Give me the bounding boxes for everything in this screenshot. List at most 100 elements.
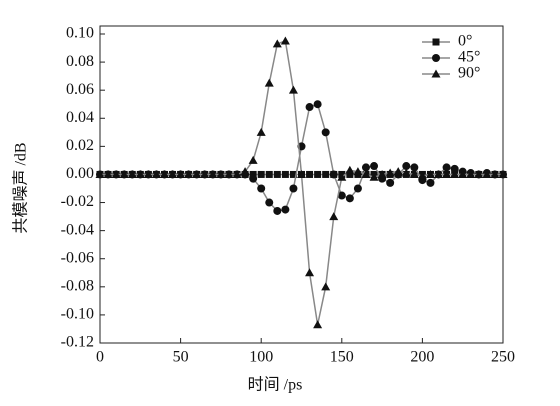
legend-label: 90° — [458, 65, 480, 82]
data-point — [426, 178, 435, 187]
data-point — [393, 167, 403, 176]
data-point — [385, 168, 395, 177]
data-point — [305, 268, 315, 277]
data-point — [224, 169, 234, 178]
data-point — [322, 170, 330, 178]
x-tick-label: 50 — [173, 349, 189, 366]
data-point — [450, 169, 460, 178]
y-tick-label: 0.00 — [66, 165, 94, 182]
data-point — [369, 172, 379, 181]
data-point — [345, 194, 354, 203]
y-tick-label: 0.06 — [66, 81, 94, 98]
data-point — [95, 169, 105, 178]
data-point — [386, 178, 395, 187]
data-point — [280, 36, 290, 45]
data-point — [265, 198, 274, 207]
data-point — [249, 174, 258, 183]
y-tick-label: -0.12 — [61, 334, 94, 351]
series-line — [100, 40, 503, 325]
data-point — [272, 39, 282, 48]
data-point — [345, 165, 355, 174]
data-point — [314, 170, 322, 178]
data-point — [151, 169, 161, 178]
data-point — [264, 78, 274, 87]
data-point — [306, 170, 314, 178]
y-tick-label: 0.02 — [66, 137, 94, 154]
x-axis-label: 时间 /ps — [248, 376, 303, 394]
data-point — [434, 169, 444, 178]
data-point — [297, 169, 306, 178]
legend-label: 0° — [458, 33, 472, 50]
data-point — [305, 103, 314, 112]
data-point — [402, 162, 411, 171]
data-point — [176, 169, 186, 178]
data-point — [346, 170, 354, 178]
data-point — [450, 164, 459, 173]
data-point — [361, 169, 371, 178]
x-tick-label: 0 — [96, 349, 104, 366]
data-point — [288, 85, 298, 94]
y-tick-label: -0.06 — [61, 249, 94, 266]
data-point — [377, 169, 387, 178]
y-tick-label: -0.10 — [61, 306, 94, 323]
data-point — [442, 169, 452, 178]
data-point — [240, 167, 250, 176]
data-point — [249, 170, 257, 178]
data-point — [289, 184, 298, 193]
x-tick-label: 150 — [330, 349, 354, 366]
data-point — [208, 169, 218, 178]
data-point — [313, 100, 322, 109]
data-point — [353, 167, 363, 176]
data-point — [143, 169, 153, 178]
data-point — [273, 170, 281, 178]
data-point — [200, 169, 210, 178]
data-point — [425, 169, 435, 178]
data-point — [474, 169, 484, 178]
data-point — [265, 170, 273, 178]
data-point — [466, 169, 476, 178]
data-point — [192, 169, 202, 178]
data-point — [409, 169, 419, 178]
plot-frame — [99, 25, 504, 344]
data-point — [248, 155, 258, 164]
data-point — [135, 169, 145, 178]
legend-marker — [432, 38, 440, 46]
data-point — [313, 320, 323, 329]
data-point — [490, 169, 500, 178]
data-point — [232, 169, 242, 178]
data-point — [329, 212, 339, 221]
data-point — [111, 169, 121, 178]
x-tick-label: 100 — [249, 349, 273, 366]
data-point — [321, 128, 330, 137]
legend-marker — [432, 54, 440, 62]
data-point — [401, 168, 411, 177]
x-tick-label: 250 — [491, 349, 515, 366]
data-point — [458, 169, 468, 178]
data-point — [168, 169, 178, 178]
y-tick-label: -0.04 — [61, 221, 94, 238]
data-point — [482, 169, 492, 178]
data-point — [498, 169, 508, 178]
data-point — [159, 169, 169, 178]
data-point — [417, 171, 427, 180]
series-line — [100, 103, 503, 212]
data-point — [273, 206, 282, 215]
data-point — [337, 191, 346, 200]
y-tick-label: -0.08 — [61, 277, 94, 294]
y-tick-label: -0.02 — [61, 193, 94, 210]
y-tick-label: 0.10 — [66, 25, 94, 42]
data-point — [119, 169, 129, 178]
data-point — [281, 205, 290, 214]
data-point — [329, 170, 338, 179]
data-point — [410, 163, 419, 172]
data-point — [257, 170, 265, 178]
legend-marker — [431, 69, 441, 78]
data-point — [361, 163, 370, 172]
data-point — [289, 170, 297, 178]
data-point — [184, 169, 194, 178]
x-tick-label: 200 — [410, 349, 434, 366]
data-point — [257, 184, 266, 193]
data-point — [281, 170, 289, 178]
y-tick-label: 0.08 — [66, 53, 94, 70]
